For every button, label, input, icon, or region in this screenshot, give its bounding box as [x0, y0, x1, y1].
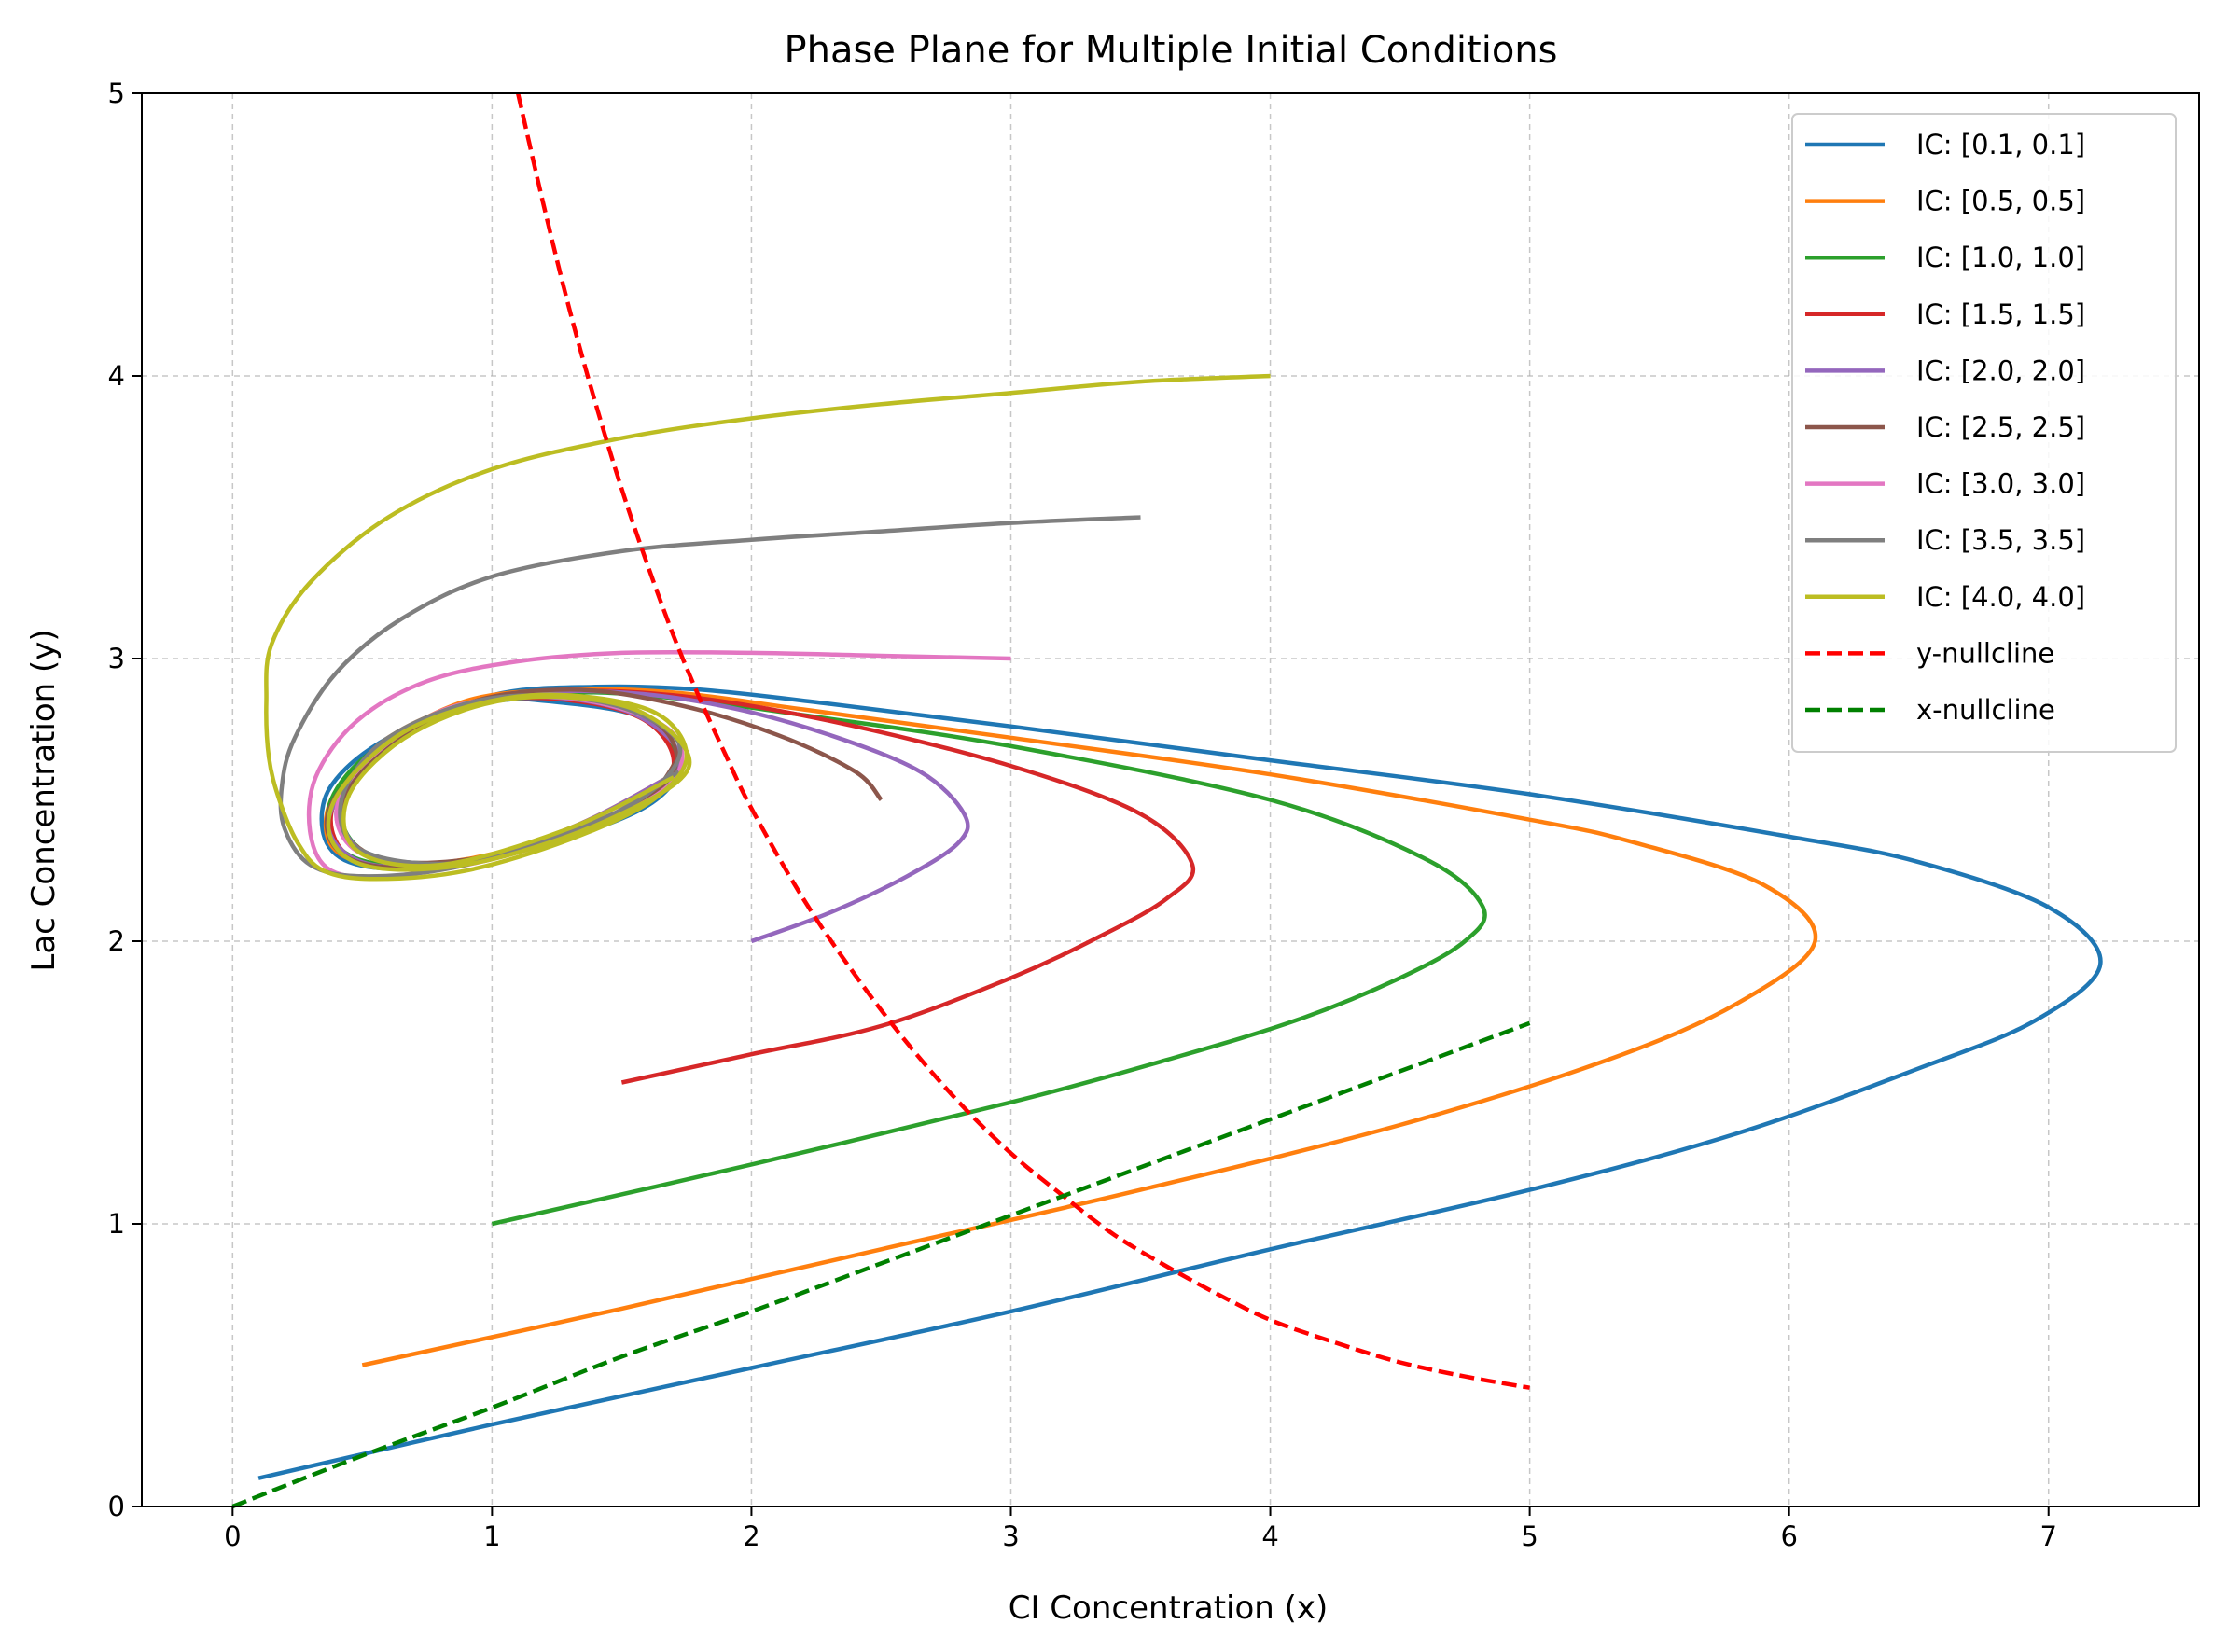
plot-area-frame	[141, 92, 2200, 1507]
x-tick-label: 0	[224, 1520, 241, 1552]
series-line	[231, 1020, 1531, 1509]
legend-label: IC: [1.0, 1.0]	[1916, 242, 2085, 273]
y-tick-label: 0	[108, 1491, 125, 1522]
legend-label: IC: [2.0, 2.0]	[1916, 354, 2085, 386]
y-axis: 0 1 2 3 4 5	[108, 77, 142, 1522]
x-tick-label: 5	[1521, 1520, 1538, 1552]
series-group	[231, 92, 2103, 1509]
legend-label: IC: [3.0, 3.0]	[1916, 468, 2085, 500]
legend-label: IC: [0.5, 0.5]	[1916, 186, 2085, 217]
x-tick-label: 4	[1261, 1520, 1278, 1552]
x-axis-label: CI Concentration (x)	[1009, 1590, 1329, 1627]
y-axis-label: Lac Concentration (y)	[25, 629, 63, 971]
legend: IC: [0.1, 0.1] IC: [0.5, 0.5] IC: [1.0, 1.…	[1791, 113, 2177, 753]
legend-label: IC: [1.5, 1.5]	[1916, 298, 2085, 330]
x-tick-label: 1	[483, 1520, 500, 1552]
series-line	[278, 515, 1141, 879]
x-tick-label: 6	[1780, 1520, 1797, 1552]
legend-label: y-nullcline	[1916, 637, 2054, 669]
legend-label: IC: [0.1, 0.1]	[1916, 129, 2085, 160]
x-tick-label: 7	[2039, 1520, 2056, 1552]
legend-label: x-nullcline	[1916, 694, 2055, 726]
legend-box	[1791, 113, 2177, 753]
chart-title: Phase Plane for Multiple Initial Conditi…	[784, 29, 1557, 72]
x-axis: 0 1 2 3 4 5 6 7	[224, 1506, 2057, 1552]
legend-label: IC: [4.0, 4.0]	[1916, 581, 2085, 613]
series-line	[516, 92, 1530, 1390]
y-tick-label: 3	[108, 643, 125, 674]
legend-label: IC: [3.5, 3.5]	[1916, 524, 2085, 556]
y-tick-label: 4	[108, 360, 125, 392]
x-tick-label: 3	[1002, 1520, 1019, 1552]
y-tick-label: 1	[108, 1208, 125, 1240]
y-tick-label: 2	[108, 925, 125, 957]
y-tick-label: 5	[108, 77, 125, 109]
series-line	[264, 373, 1271, 882]
legend-label: IC: [2.5, 2.5]	[1916, 411, 2085, 443]
x-tick-label: 2	[743, 1520, 759, 1552]
